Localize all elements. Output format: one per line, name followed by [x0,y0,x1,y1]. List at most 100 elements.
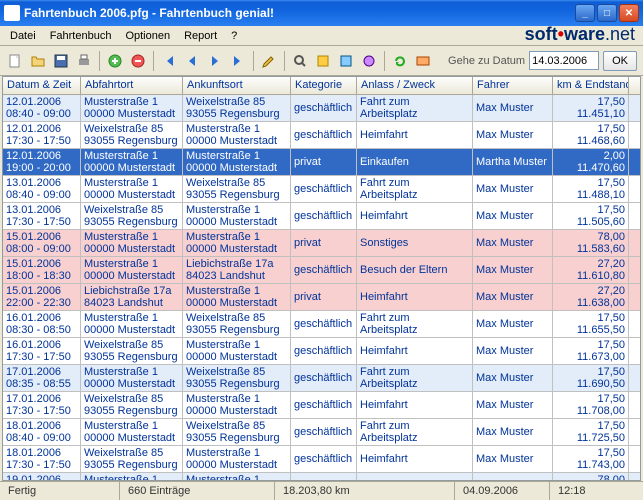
cell: 12.01.2006 08:40 - 09:00 [3,95,81,121]
menu-report[interactable]: Report [178,28,223,44]
table-row[interactable]: 18.01.2006 08:40 - 09:00Musterstraße 1 0… [3,419,640,446]
table-row[interactable]: 15.01.2006 22:00 - 22:30Liebichstraße 17… [3,284,640,311]
cell: 17.01.2006 17:30 - 17:50 [3,392,81,418]
cell: Max Muster [473,338,553,364]
goto-date-input[interactable] [529,51,599,70]
cell: geschäftlich [291,392,357,418]
cell: Weixelstraße 85 93055 Regensburg [81,446,183,472]
status-time: 12:18 [550,482,643,500]
tb-search-icon[interactable] [289,50,311,72]
cell: geschäftlich [291,257,357,283]
table-row[interactable]: 13.01.2006 17:30 - 17:50Weixelstraße 85 … [3,203,640,230]
cell: Sonstiges [357,473,473,480]
app-icon [4,5,20,21]
tb-next-icon[interactable] [204,50,226,72]
table-row[interactable]: 18.01.2006 17:30 - 17:50Weixelstraße 85 … [3,446,640,473]
maximize-button[interactable]: □ [597,4,617,22]
cell: Musterstraße 1 00000 Musterstadt [183,392,291,418]
cell: Heimfahrt [357,122,473,148]
cell: Max Muster [473,257,553,283]
cell: Musterstraße 1 00000 Musterstadt [183,338,291,364]
cell: Musterstraße 1 00000 Musterstadt [81,365,183,391]
cell: 78,00 11.583,60 [553,230,629,256]
cell: Musterstraße 1 00000 Musterstadt [81,176,183,202]
cell: Heimfahrt [357,284,473,310]
table-row[interactable]: 15.01.2006 08:00 - 09:00Musterstraße 1 0… [3,230,640,257]
cell: Max Muster [473,203,553,229]
table-row[interactable]: 16.01.2006 17:30 - 17:50Weixelstraße 85 … [3,338,640,365]
grid-body[interactable]: 12.01.2006 08:40 - 09:00 Musterstraße 1 0… [3,95,640,480]
table-row[interactable]: 13.01.2006 08:40 - 09:00Musterstraße 1 0… [3,176,640,203]
cell: Heimfahrt [357,203,473,229]
menu-help[interactable]: ? [225,28,243,44]
col-kategorie[interactable]: Kategorie [291,77,357,94]
table-row[interactable]: 17.01.2006 17:30 - 17:50Weixelstraße 85 … [3,392,640,419]
cell: Max Muster [473,311,553,337]
cell: Max Muster [473,473,553,480]
tb-tool1-icon[interactable] [312,50,334,72]
cell: Liebichstraße 17a 84023 Landshut [81,284,183,310]
tb-first-icon[interactable] [158,50,180,72]
cell: 17,50 11.725,50 [553,419,629,445]
cell: 13.01.2006 08:40 - 09:00 [3,176,81,202]
cell: 18.01.2006 17:30 - 17:50 [3,446,81,472]
table-row[interactable]: 12.01.2006 19:00 - 20:00Musterstraße 1 0… [3,149,640,176]
minimize-button[interactable]: _ [575,4,595,22]
cell: 12.01.2006 17:30 - 17:50 [3,122,81,148]
cell: Musterstraße 1 00000 Musterstadt [81,230,183,256]
cell: geschäftlich [291,365,357,391]
cell: Musterstraße 1 00000 Musterstadt [183,203,291,229]
cell: geschäftlich [291,311,357,337]
cell: Heimfahrt [357,446,473,472]
menu-datei[interactable]: Datei [4,28,42,44]
menu-fahrtenbuch[interactable]: Fahrtenbuch [44,28,118,44]
cell: Musterstraße 1 00000 Musterstadt [183,284,291,310]
cell: Einkaufen [357,149,473,175]
table-row[interactable]: 19.01.2006 08:00 - 09:00Musterstraße 1 0… [3,473,640,480]
ok-button[interactable]: OK [603,51,637,71]
cell: Fahrt zum Arbeitsplatz [357,419,473,445]
cell: Weixelstraße 85 93055 Regensburg [183,176,291,202]
cell: Max Muster [473,446,553,472]
tb-tool4-icon[interactable] [412,50,434,72]
col-anlass[interactable]: Anlass / Zweck [357,77,473,94]
tb-add-icon[interactable] [104,50,126,72]
cell: Max Muster [473,176,553,202]
close-button[interactable]: ✕ [619,4,639,22]
table-row[interactable]: 17.01.2006 08:35 - 08:55Musterstraße 1 0… [3,365,640,392]
tb-edit-icon[interactable] [258,50,280,72]
tb-print-icon[interactable] [73,50,95,72]
table-row[interactable]: 15.01.2006 18:00 - 18:30Musterstraße 1 0… [3,257,640,284]
cell: Fahrt zum Arbeitsplatz [357,311,473,337]
col-km[interactable]: km & Endstand [553,77,629,94]
table-row[interactable]: 16.01.2006 08:30 - 08:50Musterstraße 1 0… [3,311,640,338]
table-row[interactable]: 12.01.2006 08:40 - 09:00Musterstraße 1 0… [3,95,640,122]
col-datum[interactable]: Datum & Zeit [3,77,81,94]
cell: 27,20 11.638,00 [553,284,629,310]
cell: Martha Muster [473,149,553,175]
tb-delete-icon[interactable] [127,50,149,72]
cell: 17,50 11.673,00 [553,338,629,364]
tb-refresh-icon[interactable] [389,50,411,72]
col-ankunft[interactable]: Ankunftsort [183,77,291,94]
cell: Fahrt zum Arbeitsplatz [357,176,473,202]
tb-prev-icon[interactable] [181,50,203,72]
cell: geschäftlich [291,176,357,202]
cell: geschäftlich [291,95,357,121]
col-fahrer[interactable]: Fahrer [473,77,553,94]
tb-save-icon[interactable] [50,50,72,72]
tb-tool2-icon[interactable] [335,50,357,72]
cell: Max Muster [473,392,553,418]
cell: 17.01.2006 08:35 - 08:55 [3,365,81,391]
tb-new-icon[interactable] [4,50,26,72]
col-abfahrt[interactable]: Abfahrtort [81,77,183,94]
tb-last-icon[interactable] [227,50,249,72]
menu-optionen[interactable]: Optionen [119,28,176,44]
tb-tool3-icon[interactable] [358,50,380,72]
cell: privat [291,149,357,175]
cell: geschäftlich [291,338,357,364]
tb-open-icon[interactable] [27,50,49,72]
cell: 17,50 11.451,10 [553,95,629,121]
cell: Max Muster [473,365,553,391]
table-row[interactable]: 12.01.2006 17:30 - 17:50Weixelstraße 85 … [3,122,640,149]
